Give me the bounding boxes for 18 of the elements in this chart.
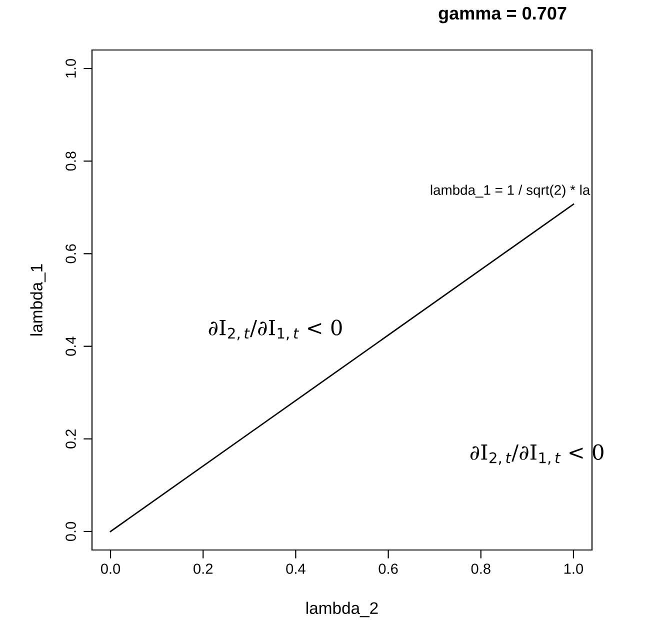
x-axis-title: lambda_2 bbox=[306, 602, 378, 618]
annotation: lambda_1 = 1 / sqrt(2) * la bbox=[430, 184, 590, 198]
annotation: ∂I$_{2,t}$/∂I$_{1,t}$ < 0 bbox=[208, 320, 342, 340]
y-tick-label: 0.8 bbox=[66, 152, 76, 171]
x-tick-label: 0.0 bbox=[100, 564, 120, 574]
y-tick-label: 0.2 bbox=[66, 429, 76, 448]
y-tick-label: 0.6 bbox=[66, 244, 76, 264]
x-tick-label: 0.2 bbox=[194, 564, 213, 574]
x-tick-label: 0.8 bbox=[471, 564, 490, 574]
x-tick-label: 0.6 bbox=[378, 564, 398, 574]
y-tick-label: 0.4 bbox=[66, 336, 76, 356]
chart-title: gamma = 0.707 bbox=[438, 6, 566, 24]
y-axis-title: lambda_1 bbox=[30, 264, 46, 336]
y-tick-label: 0.0 bbox=[66, 522, 76, 542]
y-tick-label: 1.0 bbox=[66, 58, 76, 78]
x-tick-label: 0.4 bbox=[286, 564, 306, 574]
annotation: ∂I$_{2,t}$/∂I$_{1,t}$ < 0 bbox=[470, 444, 604, 465]
x-tick-label: 1.0 bbox=[564, 564, 584, 574]
